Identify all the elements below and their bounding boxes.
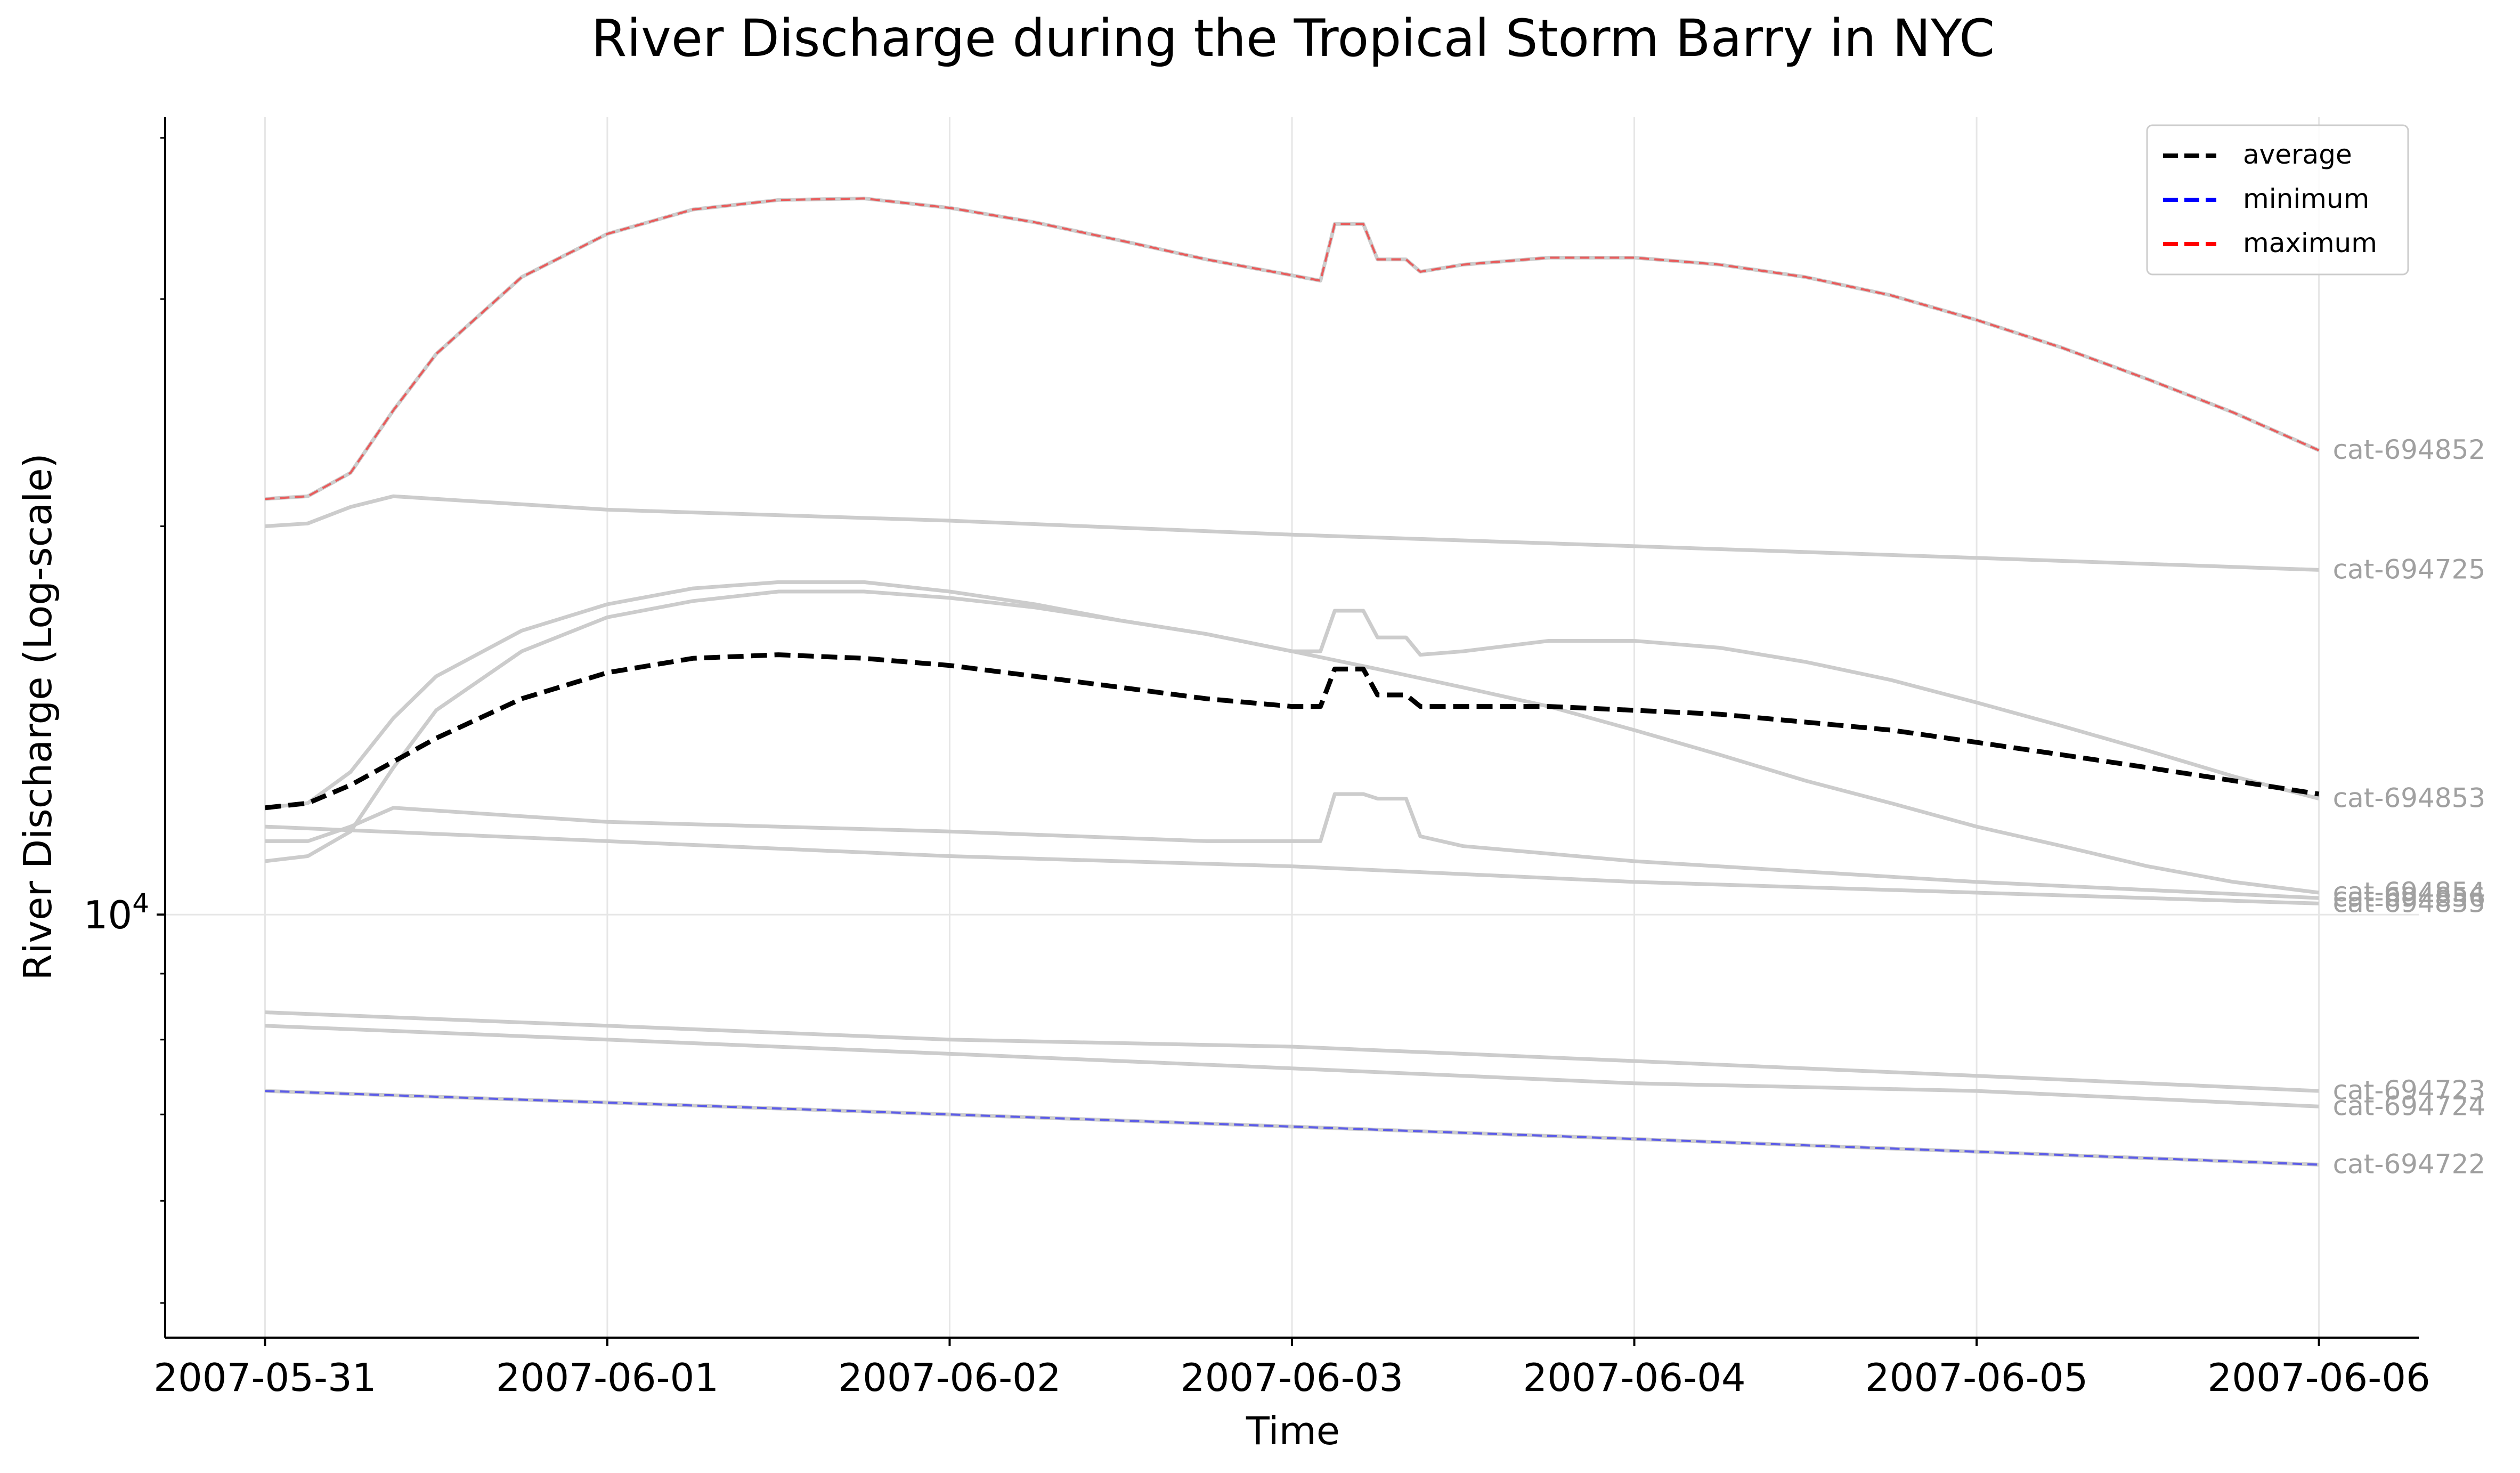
x-tick-label: 2007-05-31 [153,1355,376,1400]
series-label-cat-694724: cat-694724 [2333,1090,2486,1121]
axes: 2007-05-31 2007-06-01 2007-06-02 2007-06-03… [84,117,2430,1400]
series-line-cat-694723 [265,1010,2319,1093]
series-label-cat-694856: cat-694856 [2333,882,2486,913]
series-layer [264,196,2320,1167]
x-tick-label: 2007-06-02 [838,1355,1061,1400]
maximum-line [265,197,2320,500]
legend-item-average: average [2163,139,2352,170]
x-tick-label: 2007-06-06 [2207,1355,2430,1400]
series-label-cat-694853: cat-694853 [2333,783,2486,814]
series-label-cat-694852: cat-694852 [2333,434,2486,465]
series-line-cat-694722 [265,1089,2319,1167]
legend-item-minimum: minimum [2163,183,2369,214]
series-line-cat-694856 [265,792,2319,900]
average-line [264,652,2320,811]
x-tick-label: 2007-06-03 [1181,1355,1403,1400]
y-tick-label: 104 [84,888,149,937]
series-line-cat-694855 [265,824,2319,905]
series-label-cat-694855: cat-694855 [2333,887,2486,918]
grid [165,117,2419,1338]
series-label-cat-694854: cat-694854 [2333,877,2486,908]
x-tick-label: 2007-06-04 [1523,1355,1745,1400]
series-labels: cat-694852 cat-694725 cat-694853 cat-694854… [2333,434,2486,1179]
series-line-cat-694724 [265,1024,2319,1108]
series-label-cat-694722: cat-694722 [2333,1148,2486,1179]
series-label-cat-694725: cat-694725 [2333,554,2486,585]
legend-item-maximum: maximum [2163,228,2377,258]
series-line-cat-694854 [264,589,2320,895]
legend-label-maximum: maximum [2243,228,2377,258]
x-tick-label: 2007-06-05 [1865,1355,2088,1400]
legend-label-minimum: minimum [2243,183,2369,214]
x-tick-label: 2007-06-01 [496,1355,719,1400]
legend-frame [2146,124,2409,276]
legend: average minimum maximum [2146,124,2409,276]
chart-title: River Discharge during the Tropical Stor… [591,9,1995,68]
series-label-cat-694723: cat-694723 [2333,1075,2486,1106]
y-axis-label: River Discharge (Log-scale) [15,453,60,980]
series-line-cat-694725 [265,494,2319,572]
series-line-cat-694853 [265,580,2320,810]
x-axis-label: Time [1246,1409,1340,1453]
legend-label-average: average [2243,139,2352,170]
